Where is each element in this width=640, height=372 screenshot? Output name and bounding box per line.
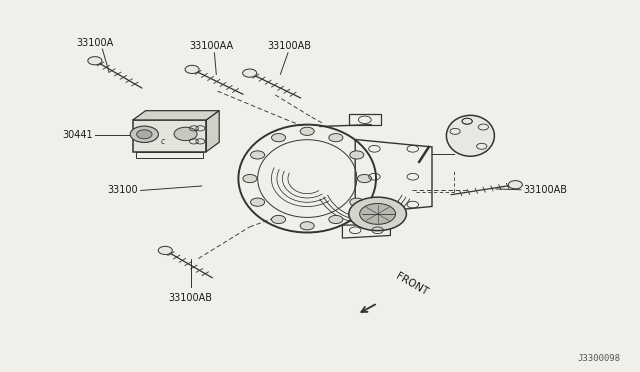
- Circle shape: [300, 222, 314, 230]
- Circle shape: [329, 134, 343, 142]
- Circle shape: [349, 197, 406, 231]
- Circle shape: [300, 127, 314, 135]
- Circle shape: [174, 127, 197, 141]
- Circle shape: [350, 151, 364, 159]
- Text: 33100: 33100: [107, 186, 138, 195]
- Circle shape: [271, 134, 285, 142]
- Circle shape: [250, 151, 264, 159]
- Text: 33100A: 33100A: [76, 38, 113, 48]
- Text: 30441: 30441: [62, 130, 93, 140]
- Polygon shape: [206, 111, 219, 152]
- Text: FRONT: FRONT: [394, 271, 429, 298]
- Circle shape: [158, 246, 172, 254]
- Circle shape: [131, 126, 158, 142]
- Text: c: c: [161, 137, 165, 146]
- Circle shape: [508, 181, 522, 189]
- Text: J3300098: J3300098: [578, 354, 621, 363]
- Circle shape: [250, 198, 264, 206]
- Circle shape: [137, 130, 152, 139]
- Circle shape: [88, 57, 102, 65]
- Text: 33100AB: 33100AB: [169, 293, 212, 303]
- Text: 33100AB: 33100AB: [523, 186, 567, 195]
- Text: 33100AB: 33100AB: [268, 41, 311, 51]
- Circle shape: [329, 215, 343, 224]
- Circle shape: [360, 203, 396, 224]
- Circle shape: [185, 65, 199, 74]
- Text: 33100AA: 33100AA: [189, 41, 233, 51]
- Circle shape: [357, 174, 372, 183]
- Ellipse shape: [447, 115, 495, 156]
- Circle shape: [350, 198, 364, 206]
- Circle shape: [271, 215, 285, 224]
- Circle shape: [243, 174, 257, 183]
- FancyBboxPatch shape: [133, 120, 206, 152]
- Polygon shape: [133, 111, 219, 120]
- Circle shape: [243, 69, 257, 77]
